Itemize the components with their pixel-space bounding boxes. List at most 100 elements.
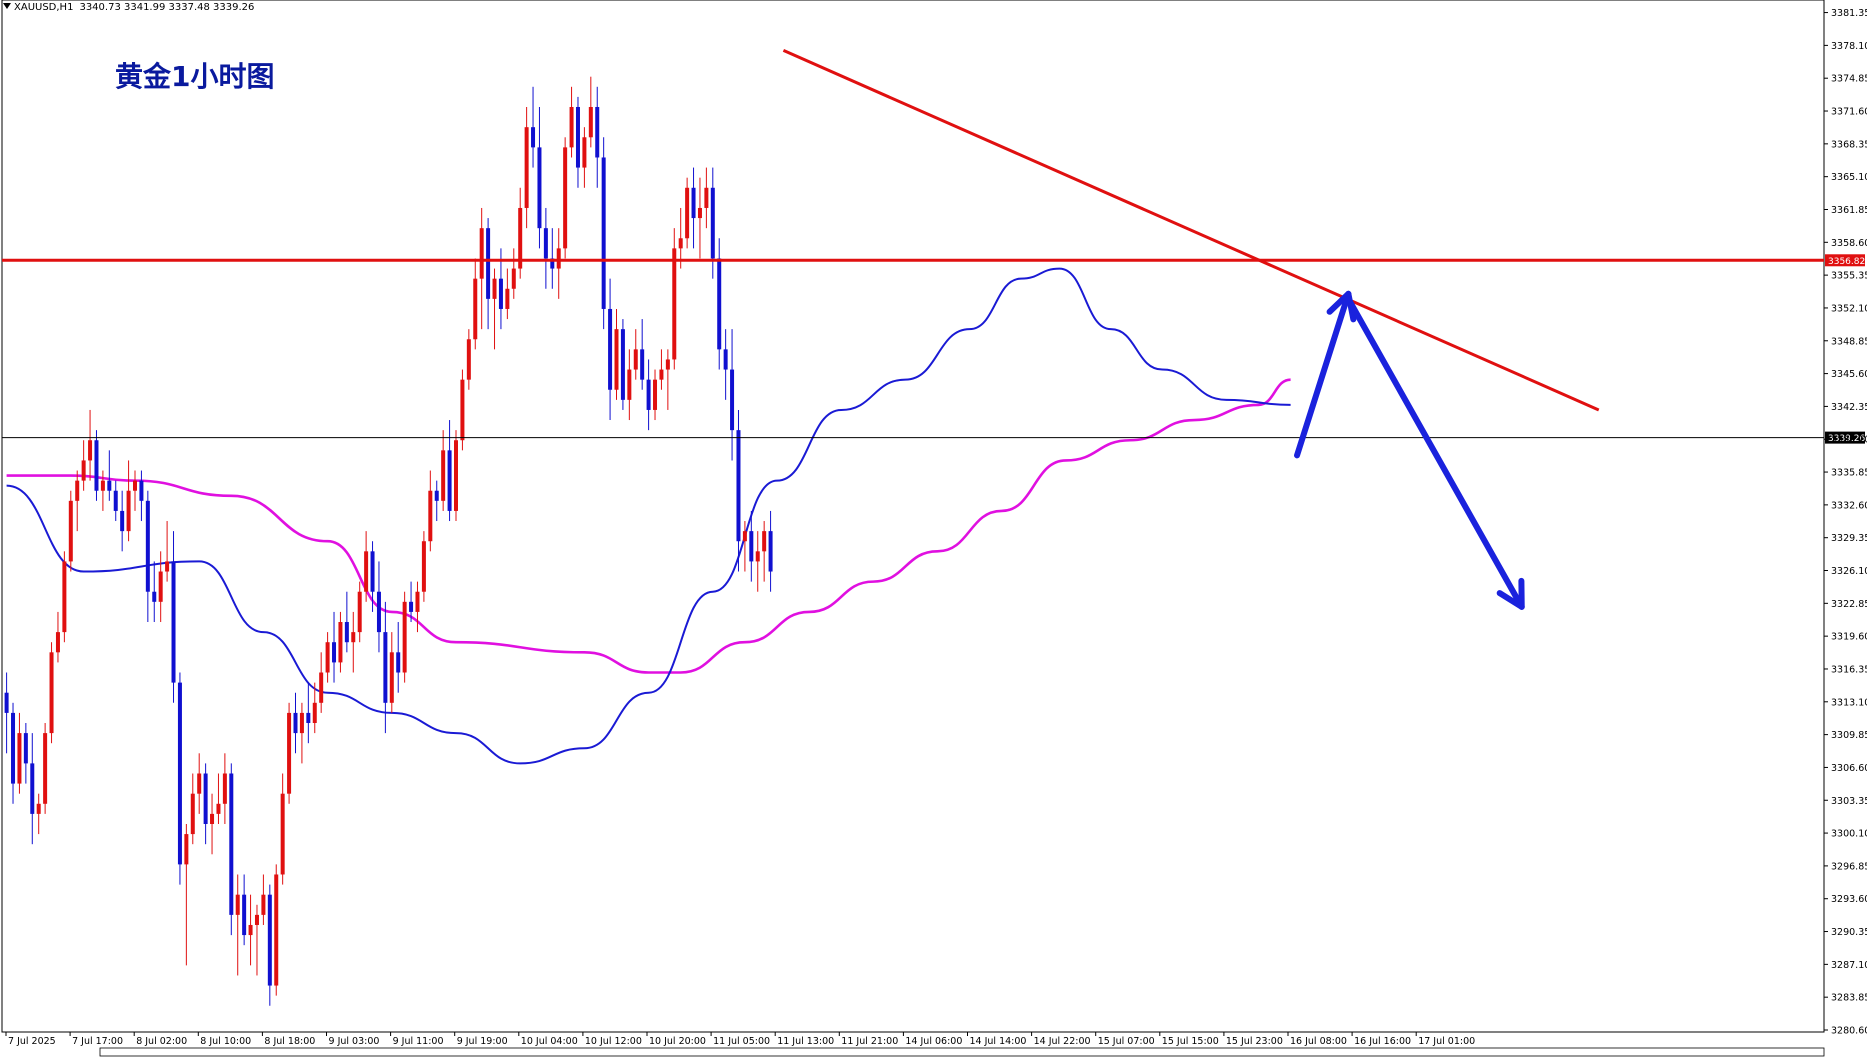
candle-body [421,541,426,592]
candle-body [409,601,414,612]
candle-body [261,894,266,915]
candle-body [646,379,651,410]
candle-body [543,228,548,259]
candle-body [139,480,144,501]
candle-body [62,561,67,633]
descending-trendline [782,49,1600,412]
time-tick-label: 10 Jul 20:00 [649,1036,706,1047]
candle-body [396,652,401,673]
candle-body [575,106,580,168]
price-tick-label: 3293.60 [1831,894,1867,905]
candle-body [229,773,234,915]
candle-body [402,601,407,673]
candle-body [633,349,638,370]
candle-body [248,924,253,936]
candle-body [165,561,170,572]
candle-body [94,440,99,491]
candle-body [306,712,311,724]
candle-body [4,692,9,713]
symbol-dropdown-icon[interactable] [3,3,11,9]
price-tick-label: 3348.85 [1831,336,1867,347]
candle-body [588,106,593,138]
candle-body [254,914,259,925]
time-tick-label: 14 Jul 14:00 [970,1036,1027,1047]
candle-body [620,329,625,400]
candle-body [505,288,510,309]
candle-body [563,147,568,249]
time-tick-label: 16 Jul 08:00 [1290,1036,1347,1047]
candle-body [383,632,388,703]
price-tick-label: 3313.10 [1831,697,1867,708]
price-tick-label: 3371.60 [1831,107,1867,118]
time-tick-label: 8 Jul 02:00 [136,1036,187,1047]
time-tick-label: 11 Jul 21:00 [841,1036,898,1047]
candle-body [678,238,683,249]
candle-body [177,682,182,865]
candle-body [126,490,131,532]
candle-body [762,531,767,552]
price-tick-label: 3368.35 [1831,139,1867,150]
price-tick-label: 3280.60 [1831,1026,1867,1037]
time-tick-label: 8 Jul 18:00 [264,1036,315,1047]
price-tick-label: 3316.35 [1831,664,1867,675]
resistance-price-label: 3356.82 [1828,257,1865,267]
candle-body [717,258,722,350]
candle-body [730,369,735,431]
candle-body [492,278,497,299]
price-tick-label: 3319.60 [1831,632,1867,643]
candle-body [608,308,613,390]
price-tick-label: 3352.10 [1831,303,1867,314]
price-tick-label: 3361.85 [1831,205,1867,216]
candle-body [376,591,381,633]
candle-body [203,773,208,824]
candle-body [351,632,356,643]
price-tick-label: 3306.60 [1831,763,1867,774]
candle-body [595,106,600,158]
candle-body [312,702,317,724]
candle-body [556,248,561,269]
candle-body [190,793,195,835]
candle-body [222,773,227,804]
candle-body [49,652,54,734]
ma-slow-line [6,378,1291,674]
candle-body [672,248,677,360]
resistance-price-tag [1825,254,1865,267]
price-tick-label: 3378.10 [1831,41,1867,52]
symbol-header: XAUUSD,H1 3340.73 3341.99 3337.48 3339.26 [14,2,254,13]
candle-body [691,187,696,219]
candle-body [454,440,458,511]
candle-body [415,591,420,612]
candle-body [389,652,394,703]
candle-body [659,369,664,380]
price-tick-label: 3290.35 [1831,927,1867,938]
candle-body [582,137,587,168]
price-tick-label: 3300.10 [1831,829,1867,840]
candle-body [518,207,523,269]
candle-body [287,712,292,794]
time-tick-label: 15 Jul 15:00 [1162,1036,1219,1047]
candle-body [601,157,606,309]
price-tick-label: 3342.35 [1831,402,1867,413]
candle-body [338,622,343,663]
time-tick-label: 11 Jul 13:00 [777,1036,834,1047]
current-price-label: 3339.26 [1828,434,1865,444]
candle-body [524,127,529,208]
candle-body [531,127,536,148]
time-tick-label: 9 Jul 19:00 [457,1036,508,1047]
candle-body [267,894,272,986]
candle-body [665,359,670,370]
price-tick-label: 3365.10 [1831,172,1867,183]
candle-body [498,278,503,309]
price-tick-label: 3358.60 [1831,238,1867,249]
candle-body [704,187,709,208]
candle-body [325,642,330,673]
chart-scrollbar[interactable] [99,1047,1825,1057]
time-tick-label: 14 Jul 22:00 [1034,1036,1091,1047]
ma-fast-line [6,267,1291,765]
candle-body [537,147,542,229]
candle-body [43,733,48,804]
candle-body [466,339,471,380]
candle-body [68,500,73,562]
